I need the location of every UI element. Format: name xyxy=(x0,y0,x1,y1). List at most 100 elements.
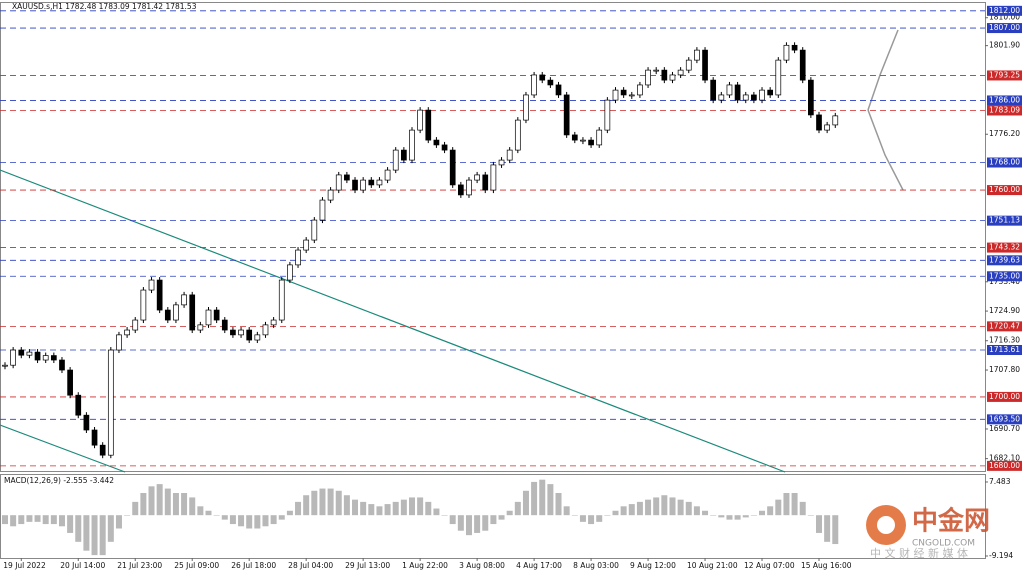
candle xyxy=(718,94,725,101)
level-box xyxy=(987,271,1022,282)
x-tick-label: 20 Jul 14:00 xyxy=(60,561,105,570)
level-label: 1783.09 xyxy=(989,105,1020,114)
candle xyxy=(376,179,383,186)
watermark: 中金网 CNGOLD.COM 中 文 财 经 新 媒 体 xyxy=(866,505,990,560)
macd-label: MACD(12,26,9) -2.555 -3.442 xyxy=(4,476,114,485)
candle xyxy=(596,129,603,146)
level-box xyxy=(987,23,1022,34)
candle xyxy=(539,74,546,81)
macd-bar xyxy=(449,515,456,525)
level-box xyxy=(987,321,1022,332)
candle xyxy=(604,99,611,131)
level-label: 1713.61 xyxy=(989,345,1020,354)
x-tick-label: 19 Jul 2022 xyxy=(3,561,46,570)
macd-bar xyxy=(270,515,277,525)
macd-bar xyxy=(295,501,302,516)
macd-bar xyxy=(262,515,269,527)
candle xyxy=(303,239,310,251)
candle xyxy=(99,444,106,456)
candle xyxy=(523,94,529,121)
macd-bar xyxy=(718,515,725,518)
macd-bar xyxy=(783,492,790,516)
macd-bar xyxy=(172,492,179,516)
x-tick-label: 21 Jul 23:00 xyxy=(117,561,162,570)
candle xyxy=(107,349,114,456)
level-label: 1720.47 xyxy=(989,321,1020,330)
level-label: 1700.00 xyxy=(989,392,1020,401)
macd-bar xyxy=(238,515,245,527)
candle xyxy=(42,355,49,361)
level-box xyxy=(987,391,1022,402)
candle xyxy=(457,184,464,196)
macd-bar xyxy=(441,515,448,516)
candle xyxy=(254,334,261,341)
candle xyxy=(628,94,635,97)
candle xyxy=(409,129,415,161)
candle xyxy=(751,94,757,101)
macd-bar xyxy=(799,501,806,516)
y-tick-label: 1733.40 xyxy=(989,277,1020,286)
candle xyxy=(645,69,651,86)
candle xyxy=(514,119,521,151)
x-tick-label: 29 Jul 13:00 xyxy=(345,561,390,570)
macd-bar xyxy=(91,515,98,556)
macd-bar xyxy=(384,504,391,516)
level-box xyxy=(987,242,1022,253)
macd-bar xyxy=(750,515,757,516)
macd-bar xyxy=(221,515,228,520)
candle xyxy=(2,364,8,367)
candle xyxy=(10,349,16,366)
candle xyxy=(677,69,684,76)
macd-bar xyxy=(547,484,554,516)
macd-bar xyxy=(409,497,415,516)
macd-bar xyxy=(726,515,733,520)
candle xyxy=(287,264,293,281)
x-tick-label: 4 Aug 17:00 xyxy=(516,561,562,570)
macd-bar xyxy=(18,515,25,525)
candle xyxy=(588,139,594,146)
candle xyxy=(132,319,139,331)
macd-bar xyxy=(498,515,505,520)
candle xyxy=(808,79,814,116)
candle xyxy=(270,319,277,326)
macd-bar xyxy=(189,497,196,516)
macd-bar xyxy=(10,515,17,527)
macd-bar xyxy=(677,499,684,516)
candle xyxy=(433,139,440,146)
candle xyxy=(669,74,676,81)
x-tick-label: 26 Jul 18:00 xyxy=(231,561,276,570)
candle xyxy=(238,329,244,336)
macd-bar xyxy=(579,515,586,522)
candle xyxy=(311,219,318,241)
candle xyxy=(767,89,774,96)
candle xyxy=(726,84,733,96)
macd-bar xyxy=(2,515,8,525)
x-tick-label: 10 Aug 21:00 xyxy=(687,561,738,570)
candle xyxy=(734,84,741,101)
macd-bar xyxy=(246,515,253,529)
candle xyxy=(824,124,830,131)
macd-bar xyxy=(181,492,188,516)
macd-bar xyxy=(58,515,65,527)
macd-bar xyxy=(213,515,220,516)
candle xyxy=(742,94,749,101)
macd-bar xyxy=(563,506,570,516)
candle xyxy=(580,139,586,142)
y-tick-label: 1724.90 xyxy=(989,306,1020,315)
macd-bar xyxy=(645,499,652,516)
macd-bar xyxy=(433,508,440,516)
macd-bar xyxy=(197,506,204,516)
macd-bar xyxy=(742,515,749,518)
candle xyxy=(417,109,423,131)
candle xyxy=(124,329,130,336)
candle xyxy=(498,159,505,166)
candle xyxy=(425,109,432,141)
candle xyxy=(384,169,391,181)
macd-bar xyxy=(759,510,766,516)
macd-bar xyxy=(132,501,139,516)
x-tick-label: 25 Jul 09:00 xyxy=(174,561,219,570)
macd-bar xyxy=(539,479,546,516)
macd-bar xyxy=(311,490,318,516)
